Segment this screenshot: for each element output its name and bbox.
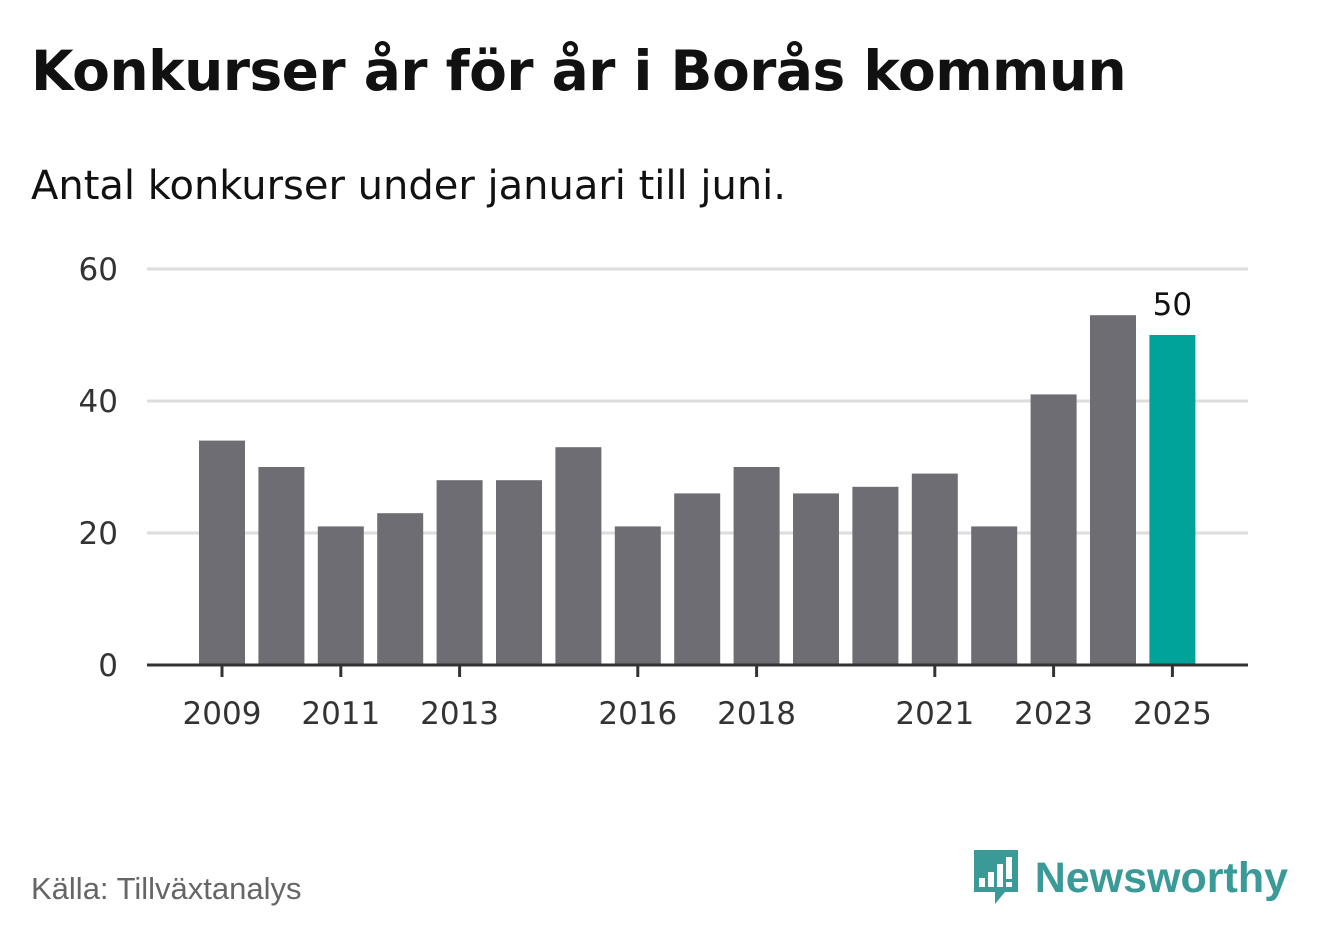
bar-2012 bbox=[377, 513, 424, 665]
labels: 0 20 40 60 2009 2011 2013 2016 2018 2021 2023 2025 5… bbox=[79, 252, 1212, 732]
bar-2015 bbox=[555, 447, 602, 665]
y-tick-label-0: 0 bbox=[98, 648, 118, 684]
bar-2024 bbox=[1090, 315, 1136, 665]
bar-2019 bbox=[793, 493, 839, 665]
y-tick-label-60: 60 bbox=[79, 252, 118, 288]
value-label-2025: 50 bbox=[1153, 287, 1192, 323]
bar-2022 bbox=[971, 526, 1018, 665]
bar-2016 bbox=[614, 526, 661, 665]
chart-subtitle: Antal konkurser under januari till juni. bbox=[31, 163, 786, 209]
bar-chart-speech-bubble-icon bbox=[973, 850, 1018, 904]
bar-2023 bbox=[1030, 394, 1077, 665]
bar-2009 bbox=[199, 440, 245, 665]
x-tick-label-2016: 2016 bbox=[598, 696, 677, 732]
x-tick-label-2021: 2021 bbox=[895, 696, 974, 732]
brand-logo: Newsworthy bbox=[971, 846, 1288, 910]
x-tick-label-2011: 2011 bbox=[301, 696, 380, 732]
bar-2020 bbox=[852, 486, 899, 665]
x-tick-label-2025: 2025 bbox=[1133, 696, 1212, 732]
x-tick-label-2009: 2009 bbox=[183, 696, 262, 732]
bars bbox=[199, 315, 1196, 665]
bar-2013 bbox=[436, 480, 483, 665]
bar-2010 bbox=[258, 467, 305, 665]
y-tick-label-40: 40 bbox=[79, 384, 118, 420]
bar-2014 bbox=[496, 480, 542, 665]
bar-2025 bbox=[1149, 335, 1196, 665]
bar-2021 bbox=[911, 473, 958, 665]
bar-2018 bbox=[733, 467, 780, 665]
y-tick-label-20: 20 bbox=[79, 516, 118, 552]
x-tick-label-2018: 2018 bbox=[717, 696, 796, 732]
chart-title: Konkurser år för år i Borås kommun bbox=[31, 39, 1127, 103]
brand-name: Newsworthy bbox=[1034, 853, 1288, 902]
x-axis bbox=[147, 663, 1248, 677]
bar-2017 bbox=[674, 493, 721, 665]
x-tick-label-2013: 2013 bbox=[420, 696, 499, 732]
bar-2011 bbox=[317, 526, 364, 665]
source-note: Källa: Tillväxtanalys bbox=[31, 871, 302, 906]
x-tick-label-2023: 2023 bbox=[1014, 696, 1093, 732]
